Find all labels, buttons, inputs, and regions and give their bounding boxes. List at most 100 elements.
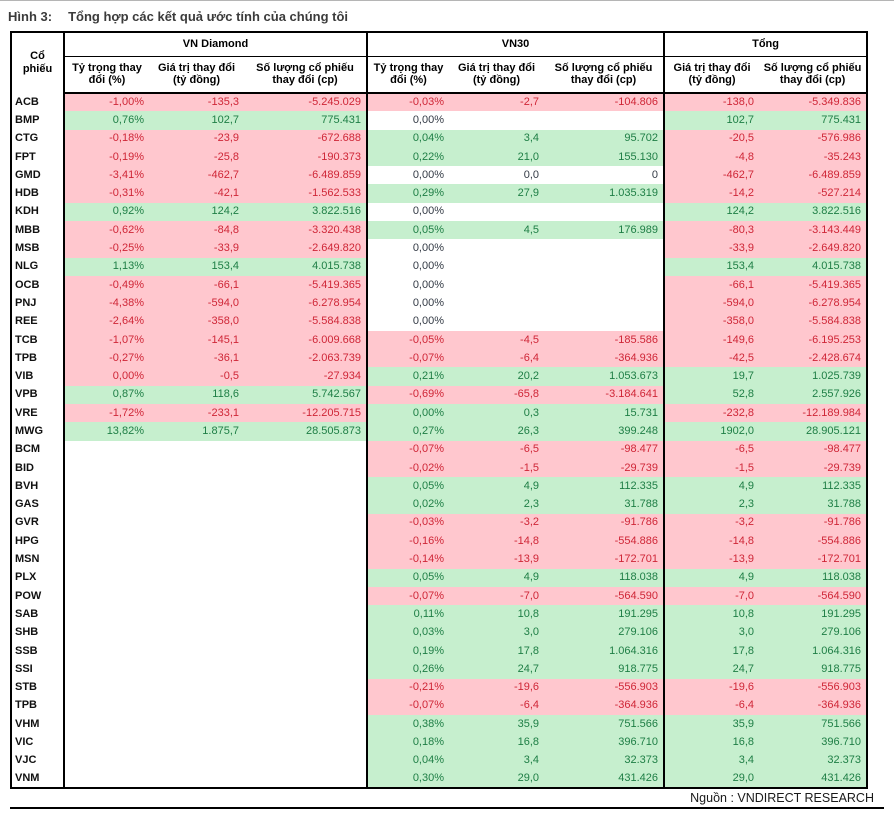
vn30-weight-change: -0,07%: [366, 349, 450, 368]
diamond-shares-change: -5.584.838: [244, 312, 368, 331]
diamond-weight-change: 0,92%: [63, 202, 149, 222]
total-shares-change: -172.701: [759, 550, 868, 569]
diamond-weight-change: [63, 458, 149, 478]
vn30-value-change: -14,8: [449, 532, 545, 551]
vn30-weight-change: 0,03%: [366, 623, 450, 642]
stock-ticker: NLG: [11, 257, 64, 276]
vn30-weight-change: 0,05%: [366, 477, 450, 496]
vn30-value-change: 0,3: [449, 404, 545, 423]
stock-ticker: TCB: [11, 330, 64, 350]
vn30-weight-change: 0,05%: [366, 568, 450, 588]
source-text: Nguồn : VNDIRECT RESEARCH: [690, 791, 874, 806]
total-value-change: 24,7: [663, 660, 760, 679]
vn30-value-change: 10,8: [449, 605, 545, 624]
vn30-shares-change: 1.035.319: [544, 184, 665, 203]
diamond-weight-change: -1,72%: [63, 404, 149, 423]
vn30-value-change: [449, 202, 545, 222]
vn30-shares-change: 0: [544, 166, 665, 185]
total-value-change: -66,1: [663, 275, 760, 295]
diamond-weight-change: -4,38%: [63, 294, 149, 313]
stock-ticker: PLX: [11, 568, 64, 588]
vn30-shares-change: 396.710: [544, 733, 665, 752]
diamond-value-change: 118,6: [149, 385, 244, 405]
diamond-value-change: -358,0: [149, 312, 244, 331]
stock-ticker: TPB: [11, 349, 64, 368]
vn30-weight-change: 0,00%: [366, 166, 450, 185]
group-header-tong: Tổng: [663, 32, 868, 57]
vn30-weight-change: 0,19%: [366, 641, 450, 661]
table-row: PLX 0,05% 4,9 118.038 4,9 118.038: [11, 568, 868, 588]
table-row: POW -0,07% -7,0 -564.590 -7,0 -564.590: [11, 587, 868, 606]
diamond-shares-change: [244, 623, 368, 642]
diamond-weight-change: -1,00%: [63, 93, 149, 112]
total-value-change: 17,8: [663, 641, 760, 661]
total-shares-change: 32.373: [759, 751, 868, 770]
vn30-weight-change: -0,03%: [366, 93, 450, 112]
vn30-weight-change: 0,11%: [366, 605, 450, 624]
group-header-row: Cổ phiếu VN Diamond VN30 Tổng: [11, 32, 868, 93]
diamond-value-change: [149, 513, 244, 533]
vn30-value-change: 24,7: [449, 660, 545, 679]
total-value-change: -3,2: [663, 513, 760, 533]
total-value-change: -33,9: [663, 239, 760, 258]
diamond-weight-change: 0,87%: [63, 385, 149, 405]
total-value-change: -232,8: [663, 404, 760, 423]
diamond-value-change: -42,1: [149, 184, 244, 203]
vn30-weight-change: 0,29%: [366, 184, 450, 203]
total-value-change: -149,6: [663, 330, 760, 350]
stock-ticker: HDB: [11, 184, 64, 203]
vn30-shares-change: 118.038: [544, 568, 665, 588]
vn30-shares-change: 1.064.316: [544, 641, 665, 661]
total-shares-change: -12.189.984: [759, 404, 868, 423]
vn30-weight-change: 0,02%: [366, 495, 450, 514]
stock-ticker: GAS: [11, 495, 64, 514]
diamond-weight-change: -0,19%: [63, 147, 149, 167]
table-row: VIC 0,18% 16,8 396.710 16,8 396.710: [11, 733, 868, 752]
diamond-value-change: [149, 769, 244, 789]
stock-ticker: BCM: [11, 440, 64, 459]
estimates-table: Cổ phiếu VN Diamond VN30 Tổng Tỷ trọng t…: [10, 31, 869, 790]
total-value-change: -4,8: [663, 147, 760, 167]
total-value-change: -80,3: [663, 221, 760, 240]
stock-ticker: VRE: [11, 404, 64, 423]
vn30-shares-change: -98.477: [544, 440, 665, 459]
vn30-value-change: -19,6: [449, 678, 545, 697]
total-shares-change: -3.143.449: [759, 221, 868, 240]
total-shares-change: -2.428.674: [759, 349, 868, 368]
vn30-weight-change: 0,00%: [366, 294, 450, 313]
total-shares-change: -556.903: [759, 678, 868, 697]
table-row: TPB -0,07% -6,4 -364.936 -6,4 -364.936: [11, 696, 868, 716]
vn30-weight-change: 0,22%: [366, 147, 450, 167]
vn30-shares-change: 279.106: [544, 623, 665, 642]
total-shares-change: 112.335: [759, 477, 868, 496]
total-shares-change: -576.986: [759, 129, 868, 148]
stock-ticker: OCB: [11, 275, 64, 295]
diamond-shares-change: -2.649.820: [244, 239, 368, 258]
total-value-change: -358,0: [663, 312, 760, 331]
vn30-shares-change: 751.566: [544, 715, 665, 734]
diamond-shares-change: [244, 696, 368, 716]
total-value-change: 3,0: [663, 623, 760, 642]
vn30-shares-change: 1.053.673: [544, 367, 665, 386]
diamond-value-change: -25,8: [149, 147, 244, 167]
vn30-value-change: [449, 257, 545, 276]
diamond-shares-change: -5.419.365: [244, 275, 368, 295]
diamond-weight-change: [63, 477, 149, 496]
total-value-change: -462,7: [663, 166, 760, 185]
total-shares-change: -29.739: [759, 458, 868, 478]
vn30-shares-change: 918.775: [544, 660, 665, 679]
vn30-shares-change: -554.886: [544, 532, 665, 551]
diamond-shares-change: -1.562.533: [244, 184, 368, 203]
diamond-value-change: [149, 696, 244, 716]
table-row: BVH 0,05% 4,9 112.335 4,9 112.335: [11, 477, 868, 496]
diamond-weight-change: -0,27%: [63, 349, 149, 368]
total-shares-change: 431.426: [759, 769, 868, 789]
vn30-weight-change: 0,05%: [366, 221, 450, 240]
diamond-value-change: 124,2: [149, 202, 244, 222]
table-row: VIB 0,00% -0,5 -27.934 0,21% 20,2 1.053.673 19,…: [11, 367, 868, 386]
vn30-value-change: 17,8: [449, 641, 545, 661]
stock-ticker: VIC: [11, 733, 64, 752]
vn30-value-change: 20,2: [449, 367, 545, 386]
diamond-value-change: -66,1: [149, 275, 244, 295]
table-row: GMD -3,41% -462,7 -6.489.859 0,00% 0,0 0 -462,7…: [11, 166, 868, 185]
